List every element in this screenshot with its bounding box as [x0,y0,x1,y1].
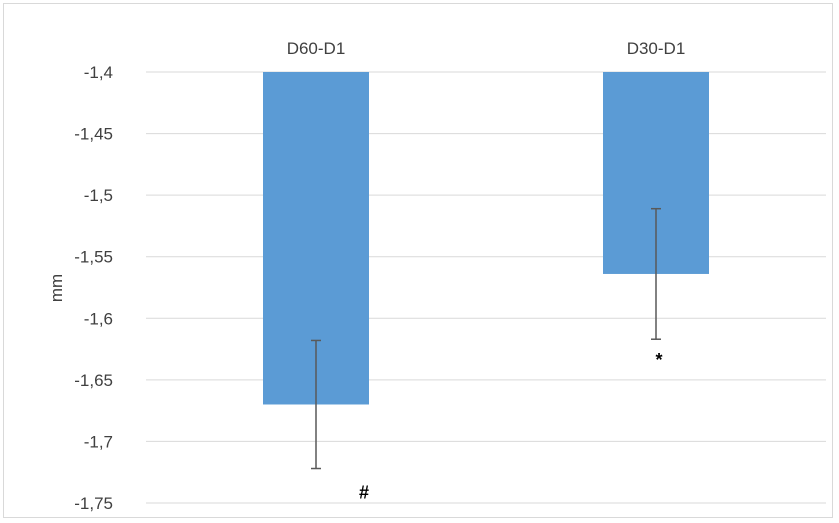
category-label: D30-D1 [627,39,686,58]
error-bars [311,207,661,470]
y-tick-label: -1,5 [84,186,113,205]
y-tick-label: -1,55 [74,248,113,267]
error-bar [311,339,321,470]
y-tick-label: -1,7 [84,432,113,451]
significance-annotation: * [655,350,662,370]
y-tick-label: -1,75 [74,494,113,513]
category-labels: D60-D1 D30-D1 [287,39,686,58]
y-axis-title: mm [47,274,66,302]
bars [263,72,709,405]
y-tick-labels: -1,4 -1,45 -1,5 -1,55 -1,6 -1,65 -1,7 -1,75 [74,63,113,513]
y-tick-label: -1,4 [84,63,113,82]
y-tick-label: -1,45 [74,125,113,144]
error-bar [651,207,661,340]
gridlines [146,71,826,504]
category-label: D60-D1 [287,39,346,58]
y-tick-label: -1,6 [84,309,113,328]
annotations: #* [359,350,663,502]
y-tick-label: -1,65 [74,371,113,390]
significance-annotation: # [359,483,369,503]
